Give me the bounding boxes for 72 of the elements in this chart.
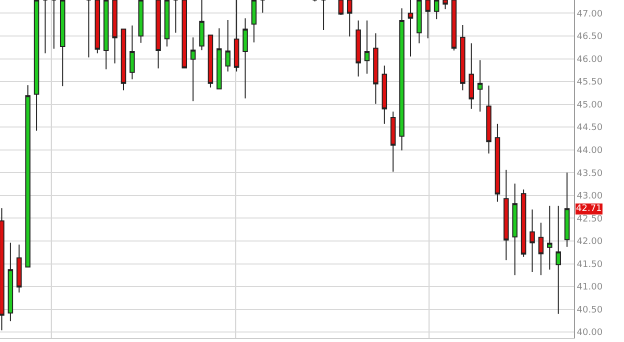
candlestick bbox=[556, 205, 561, 314]
y-tick-label: 42.50 bbox=[576, 214, 603, 224]
y-tick-label: 44.00 bbox=[576, 146, 603, 156]
candlestick bbox=[477, 60, 483, 112]
candlestick bbox=[112, 0, 118, 64]
y-tick-label: 45.00 bbox=[576, 100, 603, 110]
candlestick bbox=[60, 0, 66, 87]
candlestick bbox=[547, 205, 552, 270]
y-tick-label: 42.00 bbox=[576, 237, 603, 248]
candlestick bbox=[338, 0, 344, 16]
candlestick bbox=[251, 0, 257, 43]
y-tick-label: 43.00 bbox=[576, 192, 603, 202]
candlestick bbox=[234, 0, 240, 72]
candlestick bbox=[242, 18, 248, 99]
candlestick bbox=[512, 183, 518, 276]
y-tick-label: 46.50 bbox=[576, 32, 603, 42]
candlestick bbox=[564, 172, 570, 248]
candlestick bbox=[34, 0, 40, 132]
candlestick bbox=[434, 0, 440, 20]
candlestick bbox=[425, 0, 431, 39]
candlestick bbox=[260, 0, 266, 14]
candlestick bbox=[208, 34, 214, 88]
candlestick bbox=[51, 0, 57, 50]
candlestick bbox=[442, 0, 448, 10]
candlestick bbox=[94, 0, 100, 54]
candlestick bbox=[156, 0, 161, 69]
candlestick bbox=[451, 0, 457, 52]
candlestick bbox=[138, 0, 144, 44]
candlestick bbox=[120, 28, 126, 91]
candlestick bbox=[216, 28, 222, 90]
y-tick-label: 41.00 bbox=[576, 282, 603, 293]
y-tick-label: 45.50 bbox=[576, 78, 603, 88]
candlestick bbox=[25, 84, 30, 268]
candlestick bbox=[199, 0, 204, 51]
candlestick bbox=[103, 0, 109, 70]
candlestick bbox=[190, 36, 196, 102]
candlestick bbox=[364, 20, 370, 74]
y-tick-label: 40.00 bbox=[576, 328, 603, 338]
candlestick bbox=[0, 208, 4, 331]
candlestick bbox=[408, 0, 414, 57]
candlestick bbox=[346, 0, 352, 37]
candlestick bbox=[538, 222, 544, 276]
candlestick bbox=[8, 242, 14, 322]
candlestick bbox=[320, 0, 326, 31]
candlestick bbox=[390, 111, 396, 172]
candlestick bbox=[373, 32, 378, 104]
candlestick bbox=[42, 0, 48, 54]
y-tick-label: 47.00 bbox=[576, 9, 603, 20]
annotation: 42.71 bbox=[576, 204, 602, 214]
y-tick-label: 44.50 bbox=[576, 123, 603, 134]
y-tick-label: 43.50 bbox=[576, 168, 603, 179]
candlestick bbox=[399, 8, 404, 151]
candlestick bbox=[416, 0, 422, 44]
candlestick bbox=[494, 123, 500, 202]
candlestick bbox=[16, 244, 22, 293]
candlestick bbox=[504, 169, 509, 261]
candlestick bbox=[86, 0, 92, 58]
y-tick-label: 46.00 bbox=[576, 54, 603, 65]
y-tick-label: 40.50 bbox=[576, 305, 603, 316]
y-tick-label: 41.50 bbox=[576, 260, 603, 270]
candlestick bbox=[356, 20, 361, 78]
candlestick bbox=[520, 189, 526, 258]
candlestick bbox=[182, 0, 188, 68]
candlestick bbox=[164, 0, 170, 47]
candlestick bbox=[130, 25, 135, 80]
candlestick bbox=[460, 24, 466, 91]
candlestick bbox=[382, 65, 388, 124]
candlestick bbox=[173, 0, 178, 34]
candlestick bbox=[225, 20, 230, 72]
candlestick bbox=[530, 209, 535, 272]
candlestick bbox=[486, 85, 492, 154]
candlestick bbox=[468, 42, 474, 110]
